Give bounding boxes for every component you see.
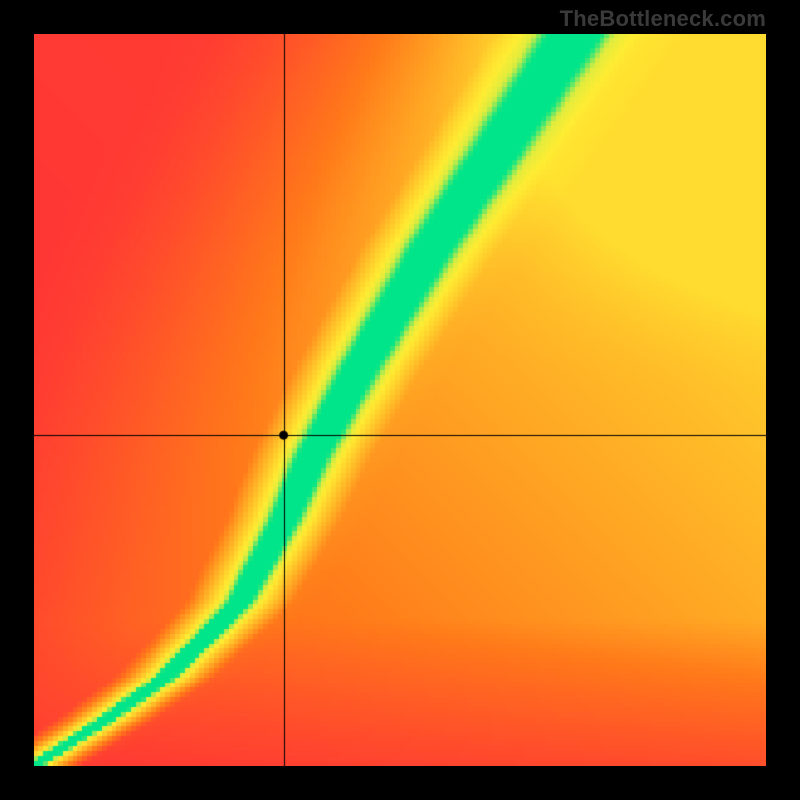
heatmap-canvas bbox=[34, 34, 766, 766]
chart-container: TheBottleneck.com bbox=[0, 0, 800, 800]
watermark-text: TheBottleneck.com bbox=[560, 6, 766, 32]
plot-area bbox=[34, 34, 766, 766]
